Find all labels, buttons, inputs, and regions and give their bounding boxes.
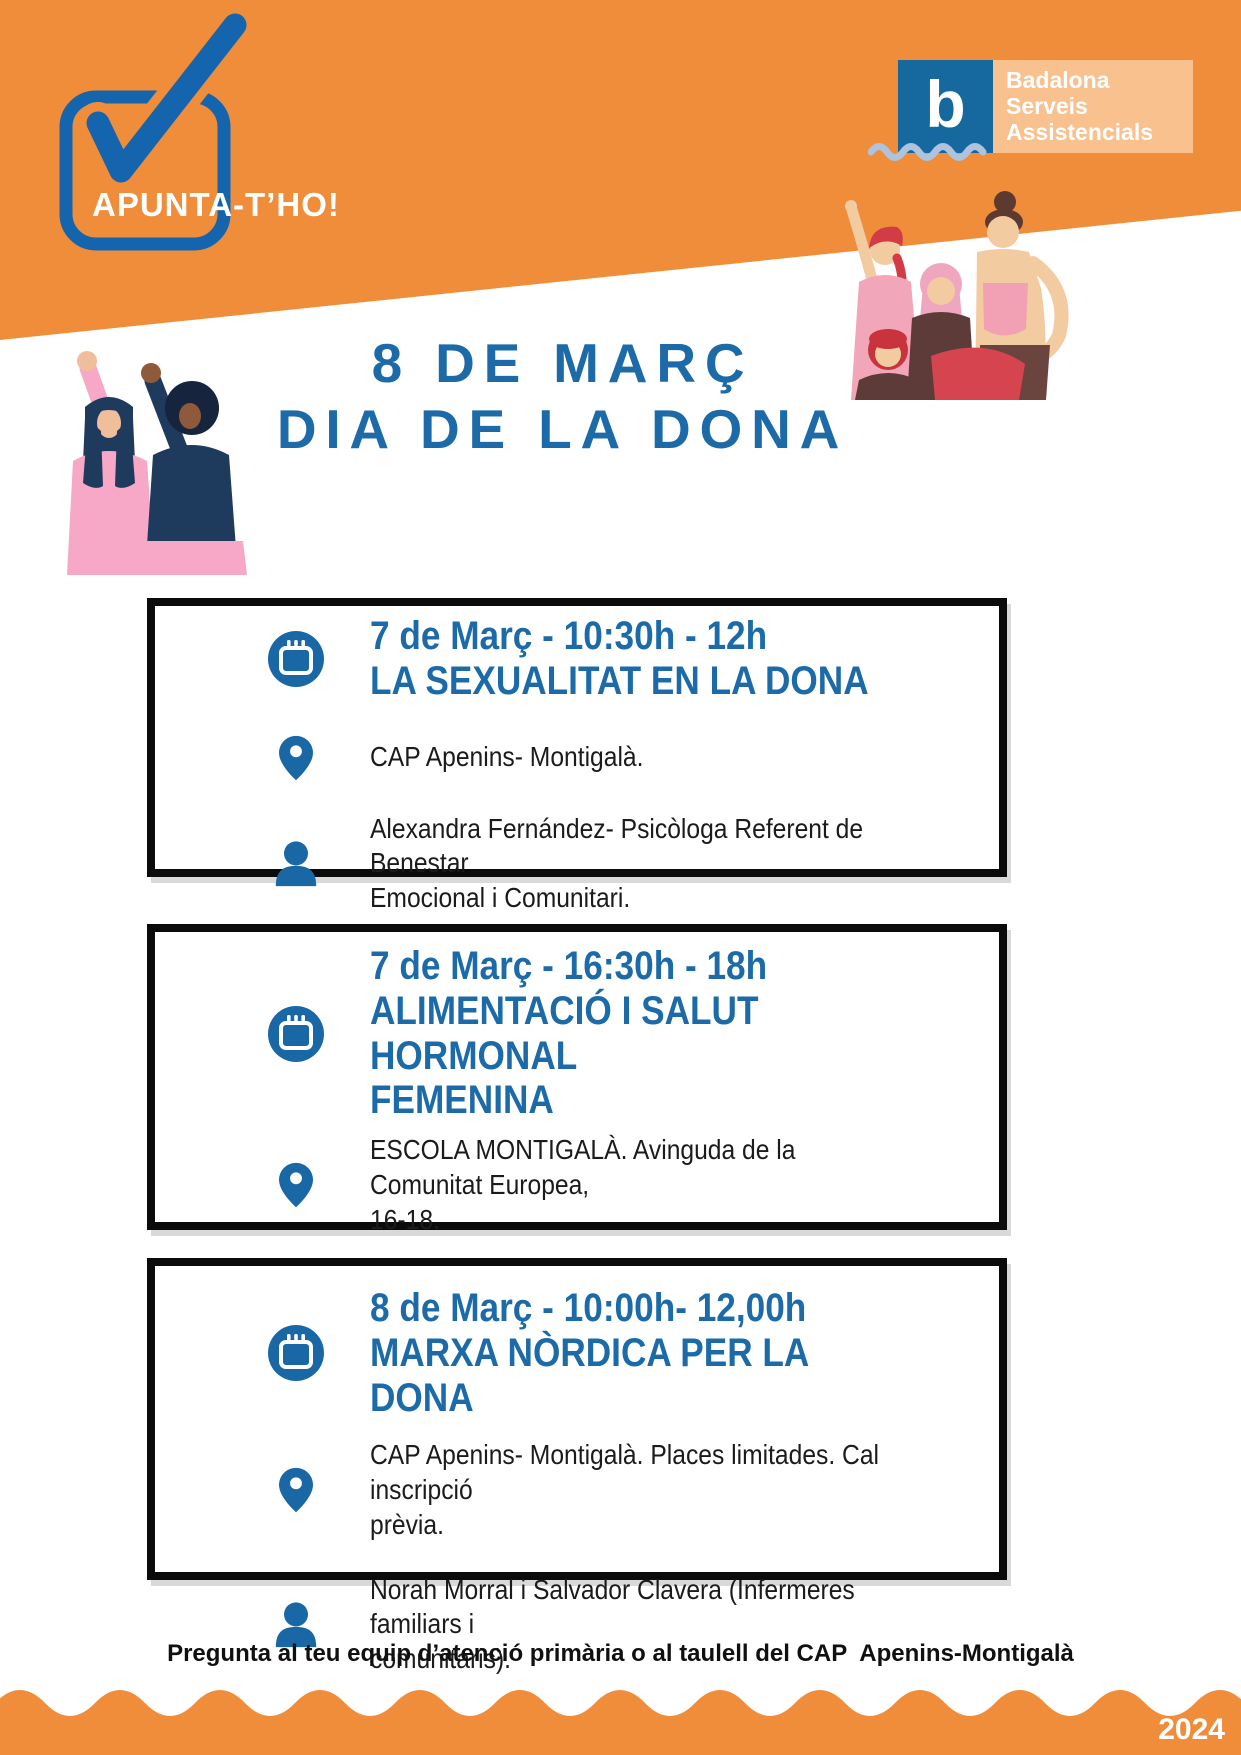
event-3-location: CAP Apenins- Montigalà. Places limitades… [370,1439,880,1540]
calendar-icon [268,1325,324,1382]
event-3-header-row: 8 de Març - 10:00h- 12,00h MARXA NÒRDICA… [240,1286,987,1420]
event-3-speakers-row: Norah Morral i Salvador Clavera (Inferme… [240,1573,987,1677]
women-fists-illustration [67,351,247,575]
event-3-speakers: Norah Morral i Salvador Clavera (Inferme… [370,1573,855,1674]
women-group-illustration [845,191,1069,400]
event-3-datetime: 8 de Març - 10:00h- 12,00h [370,1286,807,1330]
brand-letter-b: b [925,67,966,141]
event-card-2: 7 de Març - 16:30h - 18h ALIMENTACIÓ I S… [147,924,1007,1330]
event-2-title: ALIMENTACIÓ I SALUT HORMONAL FEMENINA [370,988,759,1123]
event-3-location-row: CAP Apenins- Montigalà. Places limitades… [240,1438,987,1542]
event-1-speakers-row: Alexandra Fernández- Psicòloga Referent … [240,812,987,916]
event-1-speakers: Alexandra Fernández- Psicòloga Referent … [370,812,864,914]
calendar-icon [268,1005,324,1062]
brand-name: Badalona Serveis Assistencials [1006,67,1154,145]
brand-logo-square: b [868,60,993,161]
event-1-title: LA SEXUALITAT EN LA DONA [370,658,869,703]
person-icon [275,1602,317,1647]
brand-logo: b Badalona Serveis Assistencials [868,60,1193,161]
footer-note: Pregunta al teu equip d’atenció primària… [167,1640,1074,1667]
event-3-title: MARXA NÒRDICA PER LA DONA [370,1330,809,1420]
brand-name-panel: Badalona Serveis Assistencials [993,60,1193,153]
event-card-1: 7 de Març - 10:30h - 12h LA SEXUALITAT E… [147,598,1007,913]
event-2-location: ESCOLA MONTIGALÀ. Avinguda de la Comunit… [370,1134,796,1235]
location-pin-icon [279,735,313,780]
event-1-location-row: CAP Apenins- Montigalà. [240,730,987,786]
event-2-location-row: ESCOLA MONTIGALÀ. Avinguda de la Comunit… [240,1133,987,1237]
event-card-3: 8 de Març - 10:00h- 12,00h MARXA NÒRDICA… [147,1258,1007,1674]
checkbox-check-icon [59,10,256,251]
event-1-header-row: 7 de Març - 10:30h - 12h LA SEXUALITAT E… [240,614,987,704]
location-pin-icon [279,1163,313,1208]
person-icon [275,841,317,886]
footer-year: 2024 [1158,1713,1225,1746]
event-1-location: CAP Apenins- Montigalà. [370,741,644,773]
event-2-datetime: 7 de Març - 16:30h - 18h [370,944,768,988]
badge-label: APUNTA-T’HO! [92,186,340,223]
wave-footer [0,1690,1241,1755]
calendar-icon [268,630,324,687]
wave-icon [868,143,987,161]
location-pin-icon [279,1468,313,1513]
event-1-datetime: 7 de Març - 10:30h - 12h [370,614,768,658]
page-title: 8 DE MARÇ DIA DE LA DONA [276,332,849,460]
event-2-header-row: 7 de Març - 16:30h - 18h ALIMENTACIÓ I S… [240,944,987,1123]
